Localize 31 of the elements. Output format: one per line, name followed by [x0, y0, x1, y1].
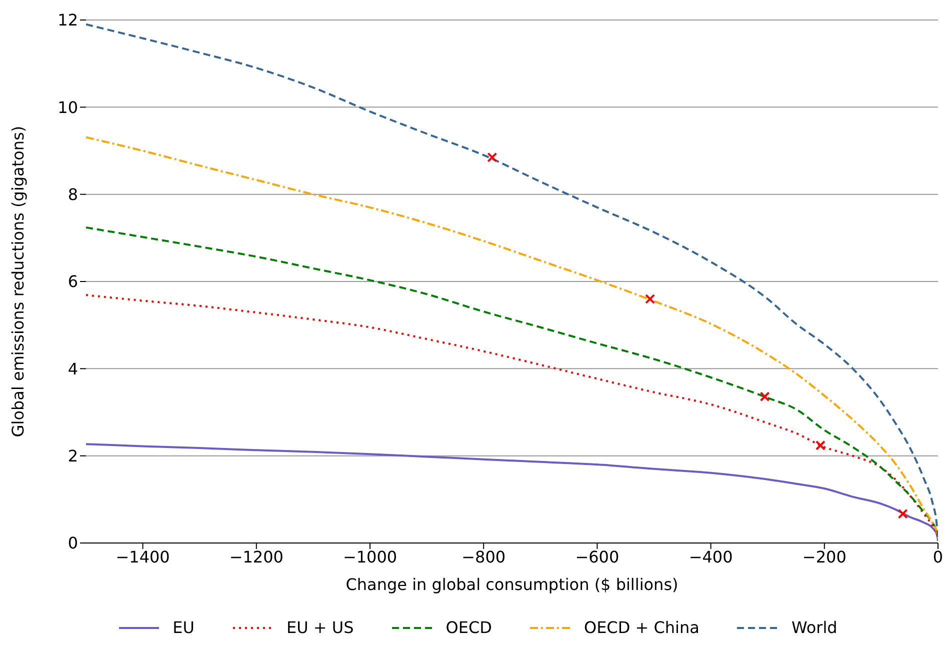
y-tick-label: 8 — [68, 185, 78, 204]
point — [760, 392, 770, 402]
line-series — [86, 23, 938, 540]
x-tick-label: −1000 — [342, 547, 398, 566]
x-tick-label: −1400 — [116, 547, 170, 566]
x-tick-label: 0 — [932, 547, 943, 566]
legend-label: World — [791, 618, 838, 637]
line-series — [86, 294, 938, 540]
line-series — [86, 136, 938, 540]
y-tick-label: 0 — [68, 534, 78, 553]
line-series — [86, 226, 938, 540]
point — [815, 440, 826, 450]
y-axis-title: Global emissions reductions (gigatons) — [8, 126, 28, 438]
x-tick-label: −200 — [802, 547, 846, 566]
point — [898, 508, 908, 519]
legend-label: EU — [172, 618, 194, 637]
y-tick-label: 6 — [68, 272, 78, 292]
y-tick-label: 4 — [68, 359, 78, 378]
y-tick-label: 12 — [58, 10, 78, 30]
y-tick-label: 2 — [68, 446, 78, 466]
legend-label: EU + US — [286, 618, 354, 637]
x-tick-label: −600 — [575, 547, 620, 566]
x-tick-label: −800 — [462, 547, 506, 566]
legend-label: OECD — [446, 618, 492, 637]
x-tick-label: −1200 — [229, 547, 284, 566]
point — [645, 294, 656, 304]
x-tick-label: −400 — [688, 547, 733, 566]
point — [487, 152, 498, 162]
x-axis-title: Change in global consumption ($ billions) — [346, 575, 678, 594]
legend-label: OECD + China — [584, 618, 700, 637]
y-tick-label: 10 — [58, 98, 78, 117]
